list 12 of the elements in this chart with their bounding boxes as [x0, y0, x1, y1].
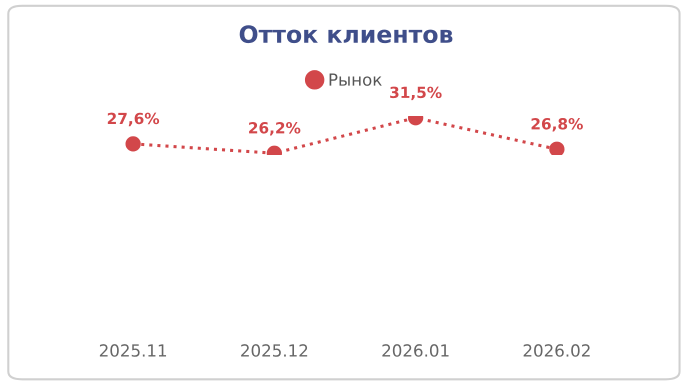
data-label: 27,6% [108, 112, 160, 126]
x-tick-label: 2026.02 [524, 344, 590, 357]
data-label: 31,5% [390, 86, 442, 100]
x-tick-label: 2025.11 [100, 344, 166, 357]
legend-label: Рынок [330, 74, 382, 86]
x-tick-label: 2025.12 [241, 344, 308, 357]
data-label: 26,2% [249, 122, 300, 136]
point [549, 142, 565, 155]
point [125, 136, 141, 152]
chart-title: Отток клиентов [240, 25, 452, 44]
x-tick-label: 2026.01 [382, 344, 449, 357]
data-label: 26,8% [532, 118, 583, 132]
